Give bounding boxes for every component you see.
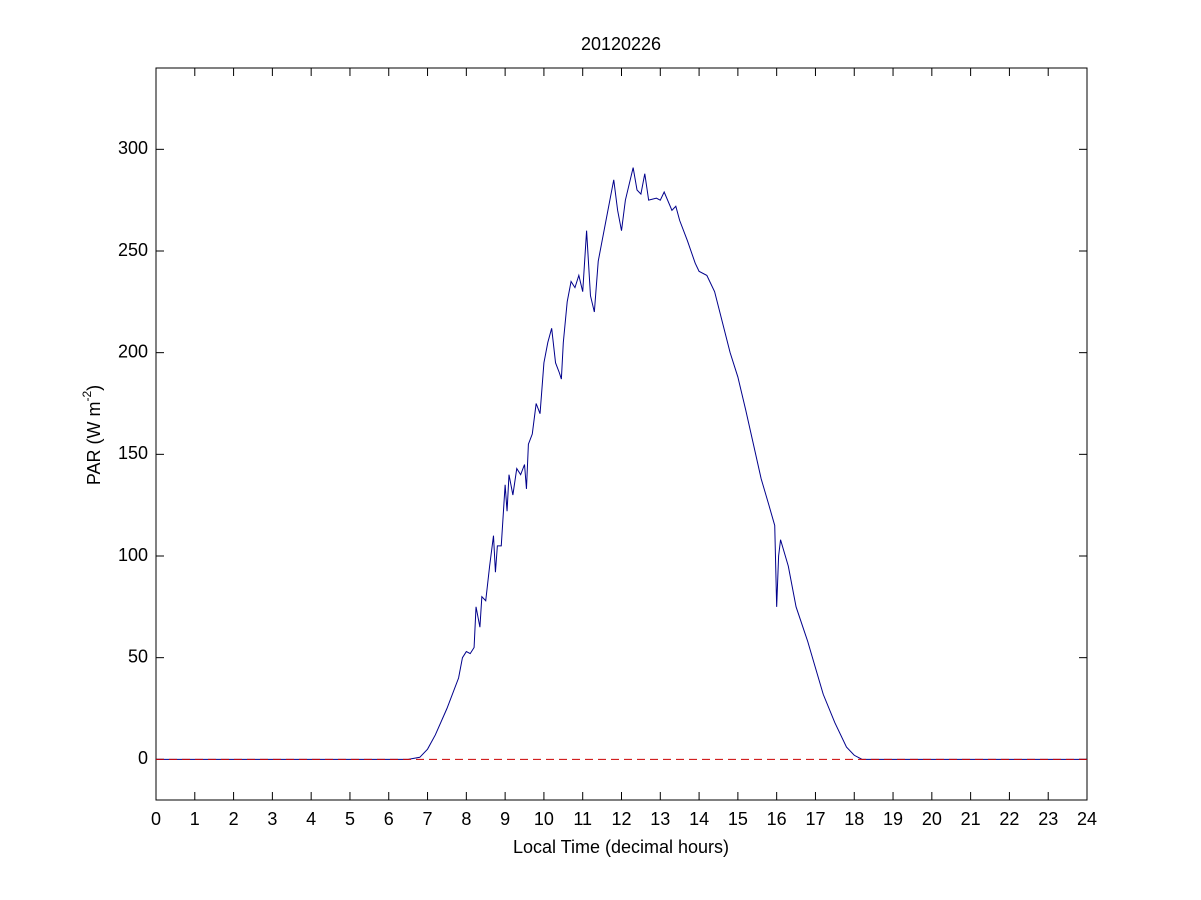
x-tick-label: 11 [573, 809, 592, 829]
y-tick-label: 50 [128, 646, 148, 666]
x-tick-label: 3 [267, 809, 277, 829]
x-axis-label: Local Time (decimal hours) [513, 837, 729, 857]
x-tick-label: 9 [500, 809, 510, 829]
y-tick-label: 200 [118, 341, 148, 361]
x-tick-label: 10 [534, 809, 554, 829]
x-tick-label: 2 [229, 809, 239, 829]
x-tick-label: 15 [728, 809, 748, 829]
x-tick-label: 7 [423, 809, 433, 829]
y-axis-label-main: PAR (W m [84, 402, 104, 486]
y-tick-label: 300 [118, 138, 148, 158]
chart-title: 20120226 [581, 34, 661, 54]
x-tick-label: 4 [306, 809, 316, 829]
y-tick-label: 0 [138, 748, 148, 768]
x-tick-label: 23 [1038, 809, 1058, 829]
x-tick-label: 16 [767, 809, 787, 829]
x-tick-label: 0 [151, 809, 161, 829]
y-tick-label: 150 [118, 443, 148, 463]
x-tick-label: 24 [1077, 809, 1097, 829]
x-tick-label: 19 [883, 809, 903, 829]
data-line [156, 167, 1087, 760]
x-tick-label: 12 [611, 809, 631, 829]
x-tick-label: 17 [805, 809, 825, 829]
y-axis-label-sup: -2 [80, 391, 94, 402]
x-tick-label: 6 [384, 809, 394, 829]
x-tick-label: 20 [922, 809, 942, 829]
x-tick-label: 21 [961, 809, 981, 829]
x-tick-label: 22 [999, 809, 1019, 829]
x-tick-label: 18 [844, 809, 864, 829]
x-tick-label: 1 [190, 809, 200, 829]
y-axis-label-end: ) [84, 385, 104, 391]
x-tick-label: 14 [689, 809, 709, 829]
x-tick-label: 13 [650, 809, 670, 829]
x-tick-label: 8 [461, 809, 471, 829]
x-tick-label: 5 [345, 809, 355, 829]
y-axis-label: PAR (W m-2) [80, 385, 104, 485]
y-tick-label: 250 [118, 240, 148, 260]
y-tick-label: 100 [118, 545, 148, 565]
